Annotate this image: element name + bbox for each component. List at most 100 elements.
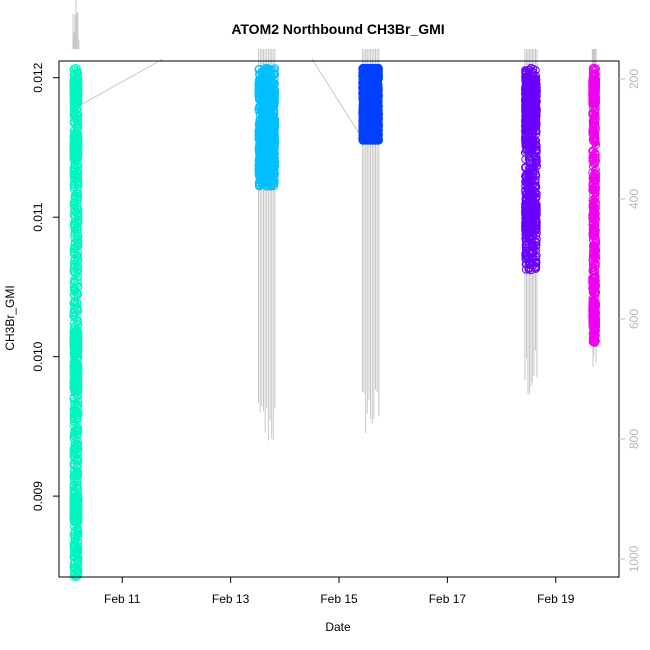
data-point <box>69 414 78 423</box>
data-point <box>70 103 80 112</box>
data-point <box>589 146 598 155</box>
data-point <box>72 131 82 140</box>
data-point <box>362 128 371 137</box>
data-point <box>69 185 78 194</box>
data-point <box>591 158 600 167</box>
data-point <box>528 135 537 144</box>
y-tick-label: 0.012 <box>31 62 45 92</box>
data-point <box>69 282 78 292</box>
series-group <box>358 63 383 145</box>
data-point <box>528 106 537 115</box>
data-point <box>591 298 600 307</box>
data-points-layer <box>69 63 601 582</box>
data-point <box>590 182 599 191</box>
y2-tick-label: 200 <box>627 69 641 89</box>
data-point <box>531 215 540 224</box>
x-tick-label: Feb 11 <box>104 592 141 606</box>
data-point <box>270 130 279 139</box>
data-point <box>69 142 78 151</box>
data-point <box>70 114 79 123</box>
data-point <box>69 180 78 189</box>
data-point <box>70 568 79 577</box>
series-group <box>588 63 601 347</box>
y-axis-label: CH3Br_GMI <box>3 285 17 350</box>
data-point <box>69 340 78 349</box>
data-point <box>362 83 371 92</box>
data-point <box>358 88 367 97</box>
data-point <box>267 100 276 109</box>
data-point <box>532 189 541 198</box>
data-point <box>260 82 269 91</box>
data-point <box>532 217 541 226</box>
data-point <box>524 108 533 117</box>
data-point <box>69 93 78 102</box>
data-point <box>591 301 600 310</box>
y2-tick-label: 400 <box>627 189 641 209</box>
data-point <box>70 514 79 523</box>
data-point <box>528 239 537 248</box>
data-point <box>73 460 82 469</box>
data-point <box>591 116 600 125</box>
data-point <box>524 80 533 89</box>
data-point <box>270 70 279 79</box>
data-point <box>73 315 83 324</box>
data-point <box>589 191 598 200</box>
data-point <box>261 177 270 186</box>
data-point <box>532 253 541 262</box>
data-point <box>69 221 78 230</box>
data-point <box>258 111 268 120</box>
data-point <box>73 526 82 535</box>
data-point <box>270 115 279 124</box>
data-point <box>522 144 531 153</box>
data-point <box>367 104 377 114</box>
data-point <box>70 443 79 452</box>
series-group <box>254 63 280 191</box>
data-point <box>73 261 83 270</box>
data-point <box>366 136 375 145</box>
data-point <box>588 129 597 138</box>
data-point <box>589 305 598 314</box>
data-point <box>70 526 79 536</box>
data-point <box>521 240 530 249</box>
data-point <box>591 291 600 300</box>
data-point <box>588 154 597 163</box>
data-point <box>588 78 598 87</box>
data-point <box>590 338 599 347</box>
data-point <box>521 100 530 109</box>
data-point <box>74 528 83 537</box>
data-point <box>529 74 538 84</box>
data-point <box>526 266 536 275</box>
data-point <box>270 80 279 89</box>
data-point <box>69 76 78 85</box>
data-point <box>524 88 533 97</box>
data-point <box>74 346 83 355</box>
data-point <box>589 126 598 135</box>
data-point <box>528 149 537 158</box>
data-point <box>589 205 598 214</box>
data-point <box>522 118 531 127</box>
data-point <box>262 182 271 191</box>
data-point <box>70 536 79 546</box>
data-point <box>70 558 79 567</box>
data-point <box>531 66 540 75</box>
series-group <box>69 63 83 582</box>
data-point <box>70 503 80 512</box>
data-point <box>261 67 270 76</box>
data-point <box>257 163 266 172</box>
data-point <box>531 205 540 214</box>
data-point <box>590 244 600 253</box>
data-point <box>525 182 534 192</box>
data-point <box>270 90 279 99</box>
data-point <box>591 325 600 334</box>
data-point <box>528 122 538 131</box>
data-point <box>373 85 382 94</box>
data-point <box>73 333 82 342</box>
data-point <box>70 136 79 145</box>
data-point <box>528 207 537 216</box>
y2-tick-label: 800 <box>627 429 641 449</box>
data-point <box>589 155 598 164</box>
data-point <box>373 104 382 114</box>
y2-tick-label: 1000 <box>627 545 641 572</box>
data-point <box>255 121 264 130</box>
data-point <box>371 78 380 87</box>
